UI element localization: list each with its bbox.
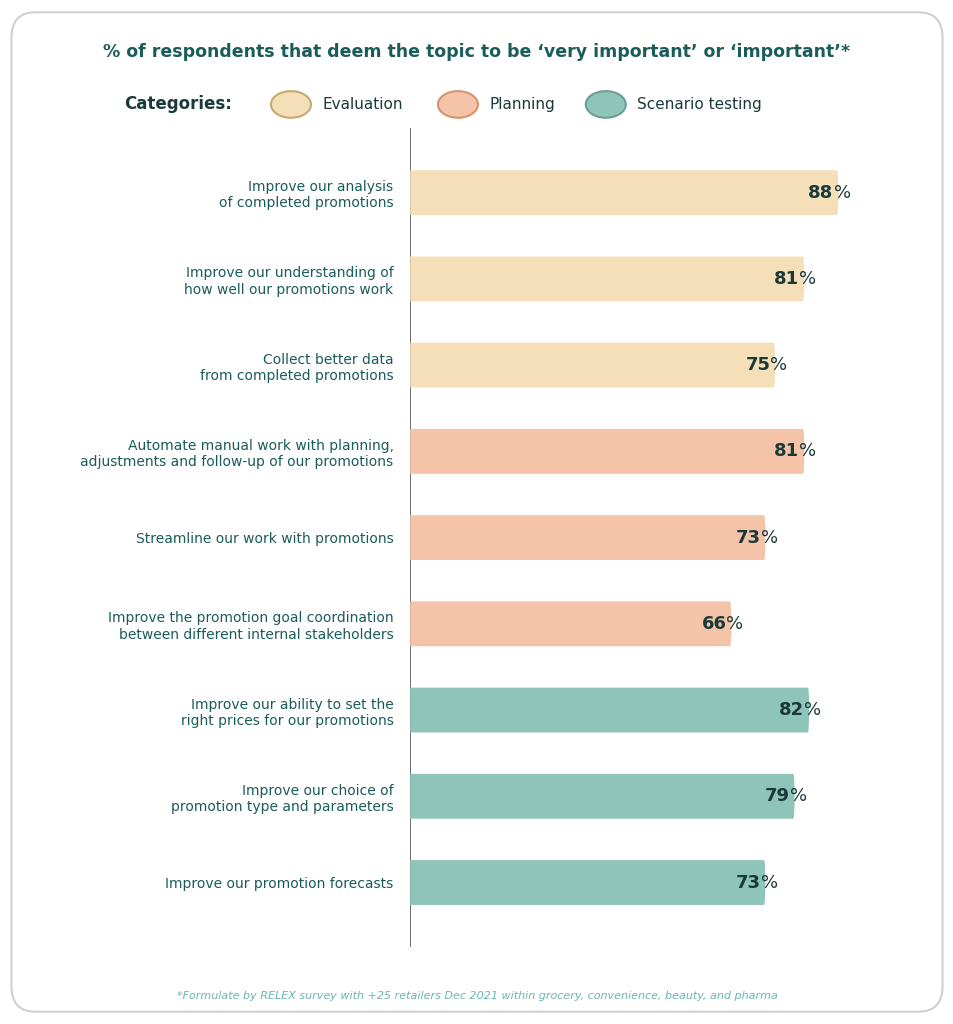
Text: 82: 82 — [779, 701, 803, 719]
Text: %: % — [799, 442, 816, 461]
Text: %: % — [803, 701, 821, 719]
Text: 81: 81 — [774, 270, 799, 288]
Text: Evaluation: Evaluation — [322, 97, 402, 112]
Text: 73: 73 — [735, 528, 760, 547]
Text: %: % — [760, 873, 777, 892]
PathPatch shape — [410, 256, 803, 301]
PathPatch shape — [410, 774, 794, 819]
PathPatch shape — [410, 343, 774, 387]
Text: Categories:: Categories: — [124, 95, 232, 114]
Text: Planning: Planning — [489, 97, 555, 112]
PathPatch shape — [410, 515, 764, 560]
Text: 81: 81 — [774, 442, 799, 461]
PathPatch shape — [410, 860, 764, 905]
PathPatch shape — [410, 429, 803, 474]
Text: *Formulate by RELEX survey with +25 retailers Dec 2021 within grocery, convenien: *Formulate by RELEX survey with +25 reta… — [176, 991, 777, 1001]
Text: %: % — [799, 270, 816, 288]
Text: %: % — [789, 787, 806, 805]
Text: 88: 88 — [807, 183, 833, 202]
PathPatch shape — [410, 601, 731, 646]
Text: %: % — [833, 183, 850, 202]
Text: 66: 66 — [700, 614, 726, 633]
Text: 73: 73 — [735, 873, 760, 892]
Text: Scenario testing: Scenario testing — [637, 97, 761, 112]
PathPatch shape — [410, 688, 808, 732]
Text: %: % — [726, 614, 742, 633]
Text: %: % — [760, 528, 777, 547]
Text: 75: 75 — [744, 356, 769, 374]
PathPatch shape — [410, 170, 838, 215]
Text: 79: 79 — [764, 787, 789, 805]
Text: %: % — [769, 356, 786, 374]
Text: % of respondents that deem the topic to be ‘very important’ or ‘important’*: % of respondents that deem the topic to … — [103, 43, 850, 61]
